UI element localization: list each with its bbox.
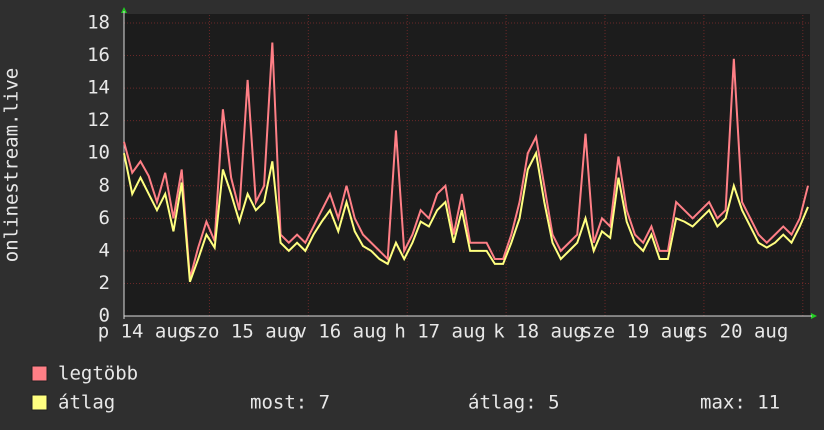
y-tick-label: 12 — [87, 109, 110, 131]
legend-swatch — [31, 365, 48, 382]
axis-arrow — [811, 313, 817, 319]
stat: max: 11 — [700, 392, 780, 414]
legend-label: legtöbb — [58, 363, 138, 385]
x-tick-label: p 14 aug — [98, 321, 190, 343]
x-tick-label: sze 19 aug — [581, 321, 695, 343]
y-tick-label: 16 — [87, 44, 110, 66]
y-tick-label: 4 — [99, 239, 110, 261]
x-tick-label: szo 15 aug — [185, 321, 299, 343]
y-tick-label: 2 — [99, 272, 110, 294]
y-tick-label: 14 — [87, 77, 110, 99]
axis-arrow — [121, 7, 127, 13]
x-tick-label: cs 20 aug — [685, 321, 788, 343]
y-tick-label: 10 — [87, 142, 110, 164]
x-tick-label: v 16 aug — [295, 321, 387, 343]
stat: most: 7 — [250, 392, 330, 414]
legend-swatch — [31, 394, 48, 411]
legend-label: átlag — [58, 392, 115, 414]
y-tick-label: 8 — [99, 174, 110, 196]
series-line — [123, 150, 809, 283]
y-tick-label: 0 — [99, 305, 110, 327]
x-tick-label: k 18 aug — [493, 321, 585, 343]
y-axis-label: onlinestream.live — [1, 68, 23, 262]
stat: átlag: 5 — [468, 392, 560, 414]
y-tick-label: 6 — [99, 207, 110, 229]
plot-area — [124, 14, 810, 316]
series-line — [123, 42, 809, 279]
x-tick-label: h 17 aug — [394, 321, 486, 343]
y-tick-label: 18 — [87, 12, 110, 34]
